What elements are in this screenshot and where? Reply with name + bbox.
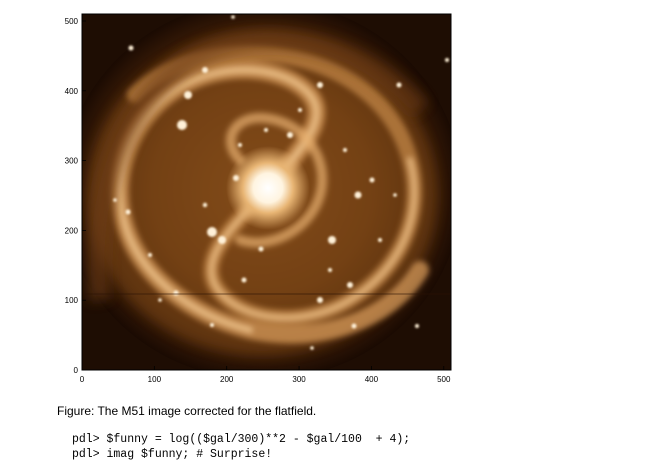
x-tick-label: 200 — [220, 375, 234, 384]
x-tick-label: 500 — [437, 375, 451, 384]
x-tick-label: 100 — [148, 375, 162, 384]
y-tick-label: 500 — [65, 17, 79, 26]
y-tick-label: 300 — [65, 157, 79, 166]
code-line: pdl> $funny = log(($gal/300)**2 - $gal/1… — [72, 433, 411, 446]
code-line: pdl> imag $funny; # Surprise! — [72, 448, 273, 461]
code-block: pdl> $funny = log(($gal/300)**2 - $gal/1… — [72, 432, 410, 462]
figure-caption: Figure: The M51 image corrected for the … — [57, 404, 317, 418]
galaxy-core — [226, 146, 310, 230]
x-tick-label: 300 — [292, 375, 306, 384]
plot-frame — [81, 13, 452, 371]
y-tick-label: 400 — [65, 87, 79, 96]
x-tick-label: 0 — [80, 375, 85, 384]
y-tick-label: 100 — [65, 296, 79, 305]
y-tick-label: 200 — [65, 226, 79, 235]
x-tick-label: 400 — [365, 375, 379, 384]
spiral-arms — [111, 45, 429, 344]
galaxy-image — [82, 14, 451, 370]
y-tick-label: 0 — [74, 366, 79, 375]
star-clusters — [113, 15, 449, 350]
y-axis: 0 100 200 300 400 500 — [65, 17, 86, 375]
x-axis: 0 100 200 300 400 500 — [80, 366, 451, 384]
